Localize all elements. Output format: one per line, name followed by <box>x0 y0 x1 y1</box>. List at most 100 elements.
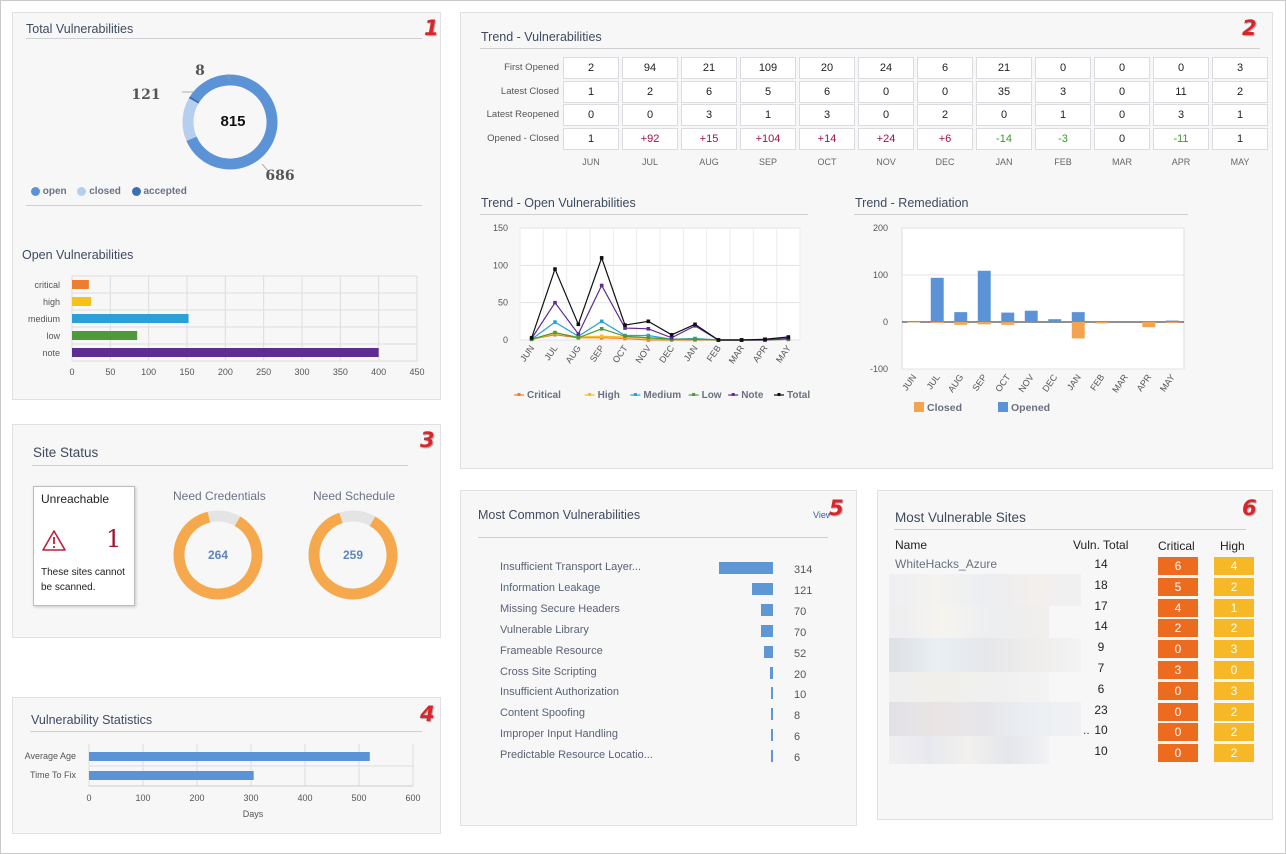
remediation-bar-closed[interactable] <box>930 322 944 323</box>
trend-cell: +15 <box>681 127 737 150</box>
site-high: 2 <box>1214 702 1254 721</box>
vuln-name[interactable]: Improper Input Handling <box>500 728 619 741</box>
stats-xtick: 600 <box>405 793 420 803</box>
vuln-name[interactable]: Insufficient Transport Layer... <box>500 561 642 573</box>
vuln-name[interactable]: Insufficient Authorization <box>500 686 620 699</box>
vuln-name[interactable]: Vulnerable Library <box>500 623 589 636</box>
unreachable-card[interactable]: Unreachable 1 These sites cannot be scan… <box>33 486 135 606</box>
vuln-count: 20 <box>794 668 807 681</box>
need-credentials-ring[interactable]: 264 <box>171 508 265 602</box>
vuln-count: 52 <box>794 647 807 660</box>
trend-row-label: Latest Closed <box>500 85 559 97</box>
trend-open-point <box>576 335 581 340</box>
open-vuln-bar-high[interactable] <box>72 297 92 306</box>
need-schedule-ring[interactable]: 259 <box>306 508 400 602</box>
stats-label: Time To Fix <box>30 770 77 780</box>
remediation-xtick: AUG <box>946 372 965 394</box>
vuln-name[interactable]: Information Leakage <box>500 581 601 594</box>
trend-open-point <box>646 327 651 331</box>
trend-open-xtick: MAR <box>727 343 747 366</box>
vuln-name[interactable]: Missing Secure Headers <box>500 602 620 615</box>
site-high: 4 <box>1214 557 1254 575</box>
trend-open-vulnerabilities-title: Trend - Open Vulnerabilities <box>481 196 636 210</box>
remediation-xtick: MAR <box>1110 372 1130 395</box>
remediation-bar-opened[interactable] <box>954 312 968 322</box>
remediation-bar-opened[interactable] <box>930 277 944 322</box>
vuln-name[interactable]: Predictable Resource Locatio... <box>500 749 653 762</box>
trend-open-point <box>739 338 744 342</box>
remediation-bar-closed[interactable] <box>1095 322 1109 324</box>
remediation-bar-closed[interactable] <box>1142 322 1156 328</box>
site-total: 23 <box>1094 702 1108 717</box>
trend-open-point <box>623 334 627 339</box>
trend-open-point <box>553 267 557 271</box>
col-header-name: Name <box>895 538 928 552</box>
site-critical: 5 <box>1158 577 1198 596</box>
vuln-name[interactable]: Cross Site Scripting <box>500 665 597 678</box>
remediation-bar-opened[interactable] <box>977 270 991 322</box>
trend-open-xtick: JUL <box>542 343 559 362</box>
trend-open-point <box>646 333 651 338</box>
open-vuln-xtick: 450 <box>409 367 424 377</box>
donut-slice-accepted[interactable] <box>172 64 288 180</box>
donut-label-open: 686 <box>265 168 294 184</box>
vuln-name[interactable]: Frameable Resource <box>500 644 603 657</box>
remediation-bar-closed[interactable] <box>1001 322 1015 325</box>
trend-open-xtick: JAN <box>682 343 700 363</box>
vulnerability-statistics-chart: 0 100 200 300 400 500 600 Average Age Time To Fi… <box>25 744 421 819</box>
remediation-bar-opened[interactable] <box>1048 319 1062 322</box>
site-critical: 4 <box>1158 598 1198 617</box>
vulnerability-statistics-title: Vulnerability Statistics <box>31 713 153 727</box>
trend-cell: 3 <box>681 104 737 127</box>
stats-xtick: 400 <box>297 793 312 803</box>
site-ellipsis: .. <box>1083 723 1090 737</box>
trend-cell: +14 <box>799 127 855 150</box>
remediation-bar-opened[interactable] <box>1071 312 1085 322</box>
remediation-bar-opened[interactable] <box>907 321 921 322</box>
trend-cell: 1 <box>1212 104 1268 127</box>
trend-open-ytick: 50 <box>498 298 508 308</box>
remediation-bar-opened[interactable] <box>1001 312 1015 322</box>
site-high: 0 <box>1214 661 1254 679</box>
view-link[interactable]: View <box>813 510 830 520</box>
open-vuln-bar-low[interactable] <box>72 331 138 340</box>
open-vuln-bar-critical[interactable] <box>72 280 89 289</box>
trend-cell: 1 <box>1035 104 1091 127</box>
badge-6: 6 <box>1242 496 1257 520</box>
trend-cell: 0 <box>858 80 914 103</box>
stats-bar-average-age[interactable] <box>89 752 370 761</box>
most-vulnerable-sites-title: Most Vulnerable Sites <box>895 510 1026 525</box>
remediation-bar-opened[interactable] <box>1165 320 1179 322</box>
open-vuln-xtick: 200 <box>218 367 233 377</box>
vuln-name[interactable]: Content Spoofing <box>500 707 586 720</box>
trend-cell: 0 <box>1153 57 1209 79</box>
trend-open-xtick: FEB <box>705 343 723 363</box>
trend-open-point <box>716 338 721 342</box>
open-vuln-bar-note[interactable] <box>72 348 379 357</box>
site-total: 14 <box>1094 557 1108 571</box>
remediation-xtick: MAY <box>1158 372 1177 393</box>
trend-cell: 24 <box>858 57 914 79</box>
open-vuln-bar-medium[interactable] <box>72 314 189 323</box>
site-name-first[interactable]: WhiteHacks_Azure <box>895 557 998 571</box>
open-vuln-label: high <box>43 297 60 307</box>
trend-cell: 0 <box>1094 127 1150 150</box>
trend-open-ytick: 100 <box>493 260 508 270</box>
vuln-bar <box>771 687 773 700</box>
open-vuln-xtick: 100 <box>141 367 156 377</box>
open-vuln-xtick: 50 <box>105 367 115 377</box>
trend-cell: 3 <box>1035 80 1091 103</box>
remediation-bar-opened[interactable] <box>1024 310 1038 322</box>
remediation-bar-closed[interactable] <box>1165 322 1179 323</box>
trend-cell: 0 <box>976 104 1032 127</box>
remediation-bar-closed[interactable] <box>954 322 968 325</box>
trend-open-point <box>553 330 557 335</box>
site-critical: 0 <box>1158 723 1198 742</box>
trend-remediation-title: Trend - Remediation <box>855 196 969 210</box>
need-credentials-value: 264 <box>208 548 228 562</box>
stats-xtick: 500 <box>351 793 366 803</box>
remediation-bar-closed[interactable] <box>977 322 991 325</box>
most-common-vulnerabilities-title: Most Common Vulnerabilities <box>478 508 641 522</box>
stats-bar-time-to-fix[interactable] <box>89 771 254 780</box>
remediation-bar-closed[interactable] <box>1071 322 1085 339</box>
